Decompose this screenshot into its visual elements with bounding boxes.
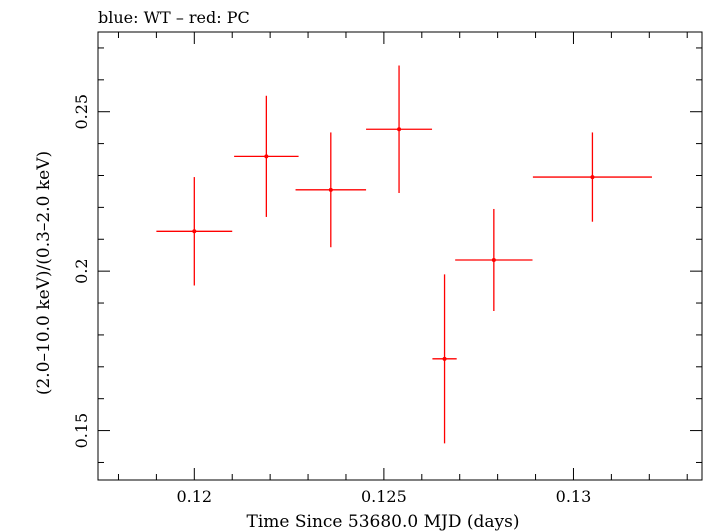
point-marker (491, 257, 496, 262)
y-tick-label: 0.2 (72, 258, 91, 283)
chart-title: blue: WT – red: PC (98, 8, 250, 27)
x-axis-label: Time Since 53680.0 MJD (days) (247, 512, 520, 532)
y-axis-label: (2.0–10.0 keV)/(0.3–2.0 keV) (34, 151, 54, 395)
x-tick-labels: 0.12 0.125 0.13 (176, 487, 591, 506)
point-marker (264, 154, 269, 159)
point-marker (442, 356, 447, 361)
point-marker (397, 127, 402, 132)
point-marker (192, 229, 197, 234)
data-point (432, 274, 457, 444)
y-tick-label: 0.25 (72, 94, 91, 130)
data-point (234, 95, 299, 217)
point-marker (590, 175, 595, 180)
x-tick-label: 0.13 (556, 487, 592, 506)
axis-ticks (98, 32, 702, 480)
data-point (532, 132, 652, 222)
x-tick-label: 0.125 (361, 487, 407, 506)
y-tick-labels: 0.15 0.2 0.25 (72, 94, 91, 448)
data-point (366, 65, 433, 194)
point-marker (328, 187, 333, 192)
data-point (295, 132, 367, 248)
y-tick-label: 0.15 (72, 413, 91, 449)
plot-frame (97, 31, 703, 481)
data-points (156, 65, 652, 444)
x-tick-label: 0.12 (176, 487, 212, 506)
data-point (455, 208, 533, 312)
data-point (156, 177, 233, 286)
